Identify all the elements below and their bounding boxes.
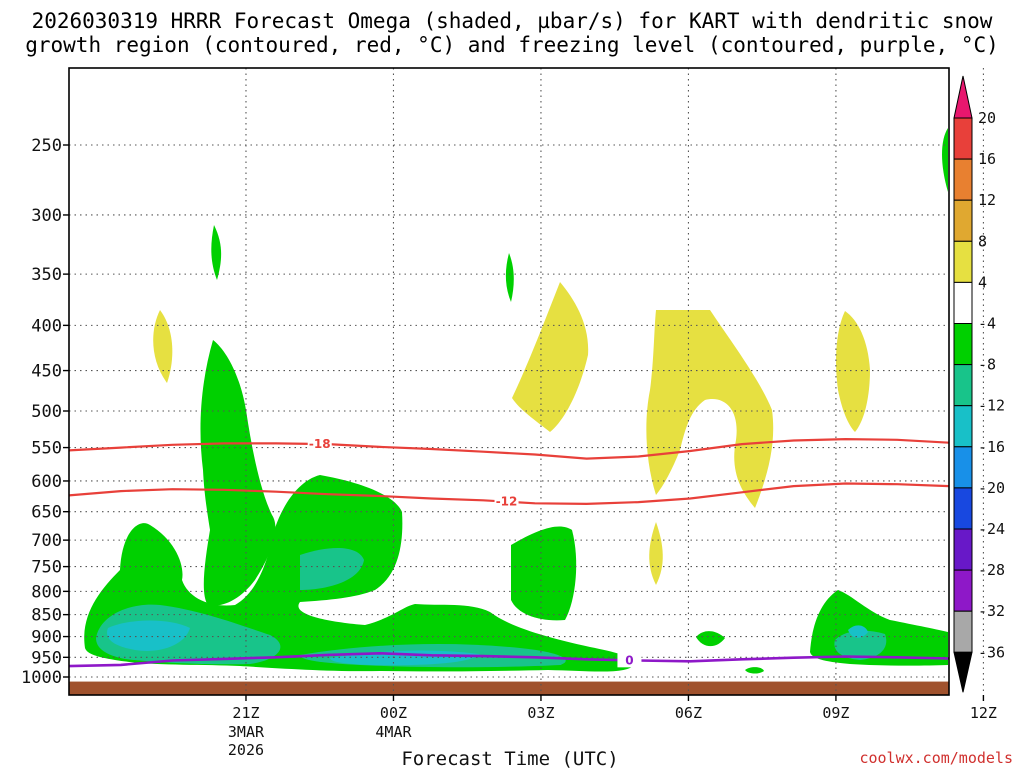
- colorbar-label-16: 16: [978, 150, 996, 168]
- x-axis-label: Forecast Time (UTC): [401, 748, 618, 768]
- x-tick-label-12Z: 12Z: [970, 704, 997, 722]
- omega-region-yellow-4: [836, 311, 870, 432]
- y-tick-label-550: 550: [31, 439, 62, 459]
- colorbar-swatch-8: [953, 405, 973, 448]
- contour-line-2: [68, 651, 950, 668]
- x-tick-label-06Z: 06Z: [675, 704, 702, 722]
- colorbar-swatch-6: [953, 323, 973, 366]
- colorbar-swatch-10: [953, 487, 973, 530]
- omega-region-yellow-1: [153, 310, 173, 383]
- x-tick-label-21Z: 21Z: [232, 704, 259, 722]
- colorbar-swatch-13: [953, 610, 973, 653]
- colorbar-label--12: -12: [978, 397, 1005, 415]
- colorbar-label--36: -36: [978, 643, 1005, 661]
- y-tick-label-300: 300: [31, 206, 62, 226]
- colorbar-label-12: 12: [978, 191, 996, 209]
- chart-title-line1: 2026030319 HRRR Forecast Omega (shaded, …: [32, 9, 993, 33]
- x-tick-label-00Z: 00Z: [380, 704, 407, 722]
- omega-region-yellow-3: [646, 310, 774, 508]
- contour-label-0: -18: [309, 437, 331, 451]
- ground-fill: [69, 681, 949, 695]
- x-tick-label-09Z: 09Z: [822, 704, 849, 722]
- contour-label-bg-0: [307, 436, 332, 451]
- colorbar-swatch-12: [953, 569, 973, 612]
- y-tick-label-700: 700: [31, 531, 62, 551]
- x-tick-date-21Z: 3MAR: [228, 723, 265, 741]
- colorbar-label-4: 4: [978, 273, 987, 291]
- contour-label-bg-1: [494, 494, 519, 509]
- colorbar-swatch-7: [953, 364, 973, 407]
- colorbar-bottom-arrow: [953, 651, 973, 693]
- y-tick-label-950: 950: [31, 648, 62, 668]
- omega-region-right-green: [810, 590, 948, 666]
- colorbar-swatch-5: [953, 281, 973, 324]
- y-tick-label-500: 500: [31, 402, 62, 422]
- y-tick-label-1000: 1000: [21, 668, 62, 688]
- y-tick-label-800: 800: [31, 582, 62, 602]
- y-tick-label-400: 400: [31, 316, 62, 336]
- omega-region-teal-right: [834, 630, 887, 660]
- chart-title-line2: growth region (contoured, red, °C) and f…: [25, 33, 999, 57]
- plot-frame: [68, 67, 950, 696]
- colorbar-swatch-1: [953, 117, 973, 160]
- y-axis-ticks: 2503003504004505005506006507007508008509…: [21, 136, 69, 688]
- colorbar-label-20: 20: [978, 109, 996, 127]
- y-tick-label-650: 650: [31, 503, 62, 523]
- colorbar-label--28: -28: [978, 561, 1005, 579]
- colorbar-label--32: -32: [978, 602, 1005, 620]
- contour-line-0: [68, 437, 950, 460]
- colorbar-swatch-11: [953, 528, 973, 571]
- omega-shading: [84, 128, 948, 674]
- colorbar-label--16: -16: [978, 438, 1005, 456]
- colorbar-top-arrow: [953, 75, 973, 119]
- contour-label-2: 0: [625, 653, 633, 667]
- y-tick-label-350: 350: [31, 265, 62, 285]
- omega-region-mid-green: [511, 526, 577, 621]
- omega-region-column-green: [200, 340, 276, 606]
- y-tick-label-850: 850: [31, 606, 62, 626]
- colorbar: 20 16 12 8 4 -4 -8 -12 -16 -20 -24 -28 -32 -36: [953, 75, 1005, 693]
- contour-lines: -18 -12 0: [68, 436, 950, 668]
- colorbar-swatch-4: [953, 240, 973, 283]
- colorbar-label--4: -4: [978, 315, 996, 333]
- plot-area: -18 -12 0: [68, 67, 984, 696]
- omega-region-yellow-2: [512, 282, 589, 432]
- contour-label-bg-2: [617, 653, 642, 668]
- contour-label-1: -12: [496, 495, 518, 509]
- omega-region-yellow-5: [649, 522, 663, 585]
- y-tick-label-900: 900: [31, 628, 62, 648]
- x-tick-year-21Z: 2026: [228, 741, 264, 759]
- x-tick-date-00Z: 4MAR: [375, 723, 412, 741]
- omega-region-small-green: [696, 631, 725, 647]
- colorbar-label--20: -20: [978, 479, 1005, 497]
- colorbar-swatch-2: [953, 158, 973, 201]
- omega-region-edge-green: [942, 128, 948, 192]
- y-tick-label-450: 450: [31, 362, 62, 382]
- colorbar-swatch-3: [953, 199, 973, 242]
- colorbar-swatch-9: [953, 446, 973, 489]
- colorbar-label-8: 8: [978, 232, 987, 250]
- y-tick-label-600: 600: [31, 472, 62, 492]
- y-tick-label-250: 250: [31, 136, 62, 156]
- omega-region-top-green-2: [505, 253, 514, 302]
- colorbar-label--8: -8: [978, 356, 996, 374]
- source-credit[interactable]: coolwx.com/models: [859, 749, 1013, 767]
- omega-region-cyan-left: [107, 620, 190, 651]
- colorbar-label--24: -24: [978, 520, 1005, 538]
- omega-region-cyan-right: [848, 625, 868, 638]
- omega-region-top-green: [211, 225, 222, 280]
- omega-region-teal-mid: [300, 548, 364, 590]
- omega-region-tiny-green: [745, 667, 764, 674]
- y-tick-label-750: 750: [31, 558, 62, 578]
- x-tick-label-03Z: 03Z: [527, 704, 554, 722]
